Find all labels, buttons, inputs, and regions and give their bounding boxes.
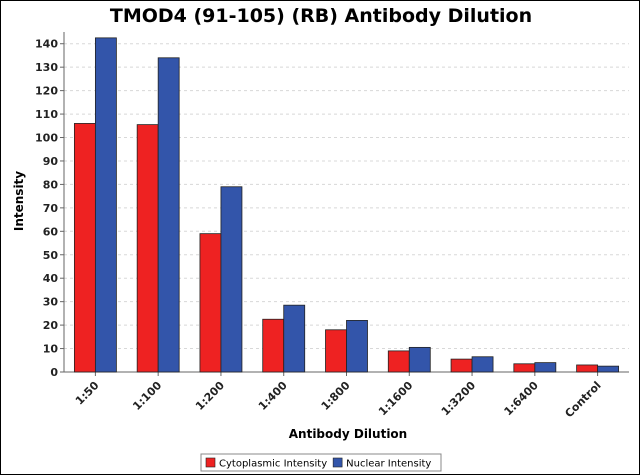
- x-tick-label: 1:100: [130, 379, 164, 413]
- bar-nuclear: [408, 346, 431, 373]
- y-tick-label: 140: [35, 38, 58, 51]
- bar-cytoplasmic: [450, 358, 473, 373]
- bar-cytoplasmic: [387, 350, 410, 373]
- gridlines: [64, 43, 629, 350]
- bar-nuclear: [346, 320, 368, 373]
- y-tick-label: 10: [43, 343, 59, 356]
- y-tick-label: 110: [35, 108, 58, 121]
- bar-cytoplasmic: [136, 124, 159, 373]
- chart-title: TMOD4 (91-105) (RB) Antibody Dilution: [110, 5, 532, 27]
- legend-label: Nuclear Intensity: [346, 459, 431, 470]
- y-tick-label: 40: [43, 272, 59, 285]
- x-axis-title: Antibody Dilution: [289, 427, 407, 441]
- bars: [73, 37, 620, 373]
- bar-nuclear: [220, 186, 243, 373]
- x-axis: 1:50 1:100 1:200 1:400 1:800 1:1600 1:3200 1:64…: [64, 371, 629, 420]
- x-tick-label: 1:3200: [439, 379, 479, 419]
- y-tick-label: 50: [43, 249, 59, 262]
- legend-swatch: [205, 457, 216, 468]
- bar-cytoplasmic: [513, 363, 536, 373]
- x-tick-label: 1:6400: [502, 379, 542, 419]
- bar-nuclear: [283, 304, 306, 373]
- bar-cytoplasmic: [576, 364, 599, 373]
- legend-box: [200, 453, 442, 472]
- bar-cytoplasmic: [262, 318, 285, 373]
- legend: Cytoplasmic Intensity Nuclear Intensity: [200, 453, 442, 472]
- bar-cytoplasmic: [199, 233, 222, 373]
- bar-nuclear: [94, 37, 117, 373]
- bar-nuclear: [534, 362, 557, 373]
- y-tick-label: 90: [43, 155, 59, 168]
- y-tick-label: 130: [35, 61, 58, 74]
- x-tick-label: 1:50: [73, 379, 102, 408]
- legend-label: Cytoplasmic Intensity: [219, 459, 327, 470]
- y-tick-label: 60: [43, 225, 59, 238]
- y-tick-label: 80: [43, 178, 59, 191]
- x-tick-label: 1:1600: [376, 379, 416, 419]
- x-tick-label: 1:800: [319, 379, 353, 413]
- y-tick-label: 20: [43, 319, 59, 332]
- bar-cytoplasmic: [325, 329, 347, 373]
- bar-nuclear: [471, 356, 494, 373]
- y-tick-label: 70: [43, 202, 59, 215]
- bar-nuclear: [157, 57, 180, 373]
- y-tick-label: 120: [35, 85, 58, 98]
- y-axis-title: Intensity: [12, 171, 26, 231]
- x-tick-label: Control: [562, 379, 603, 420]
- bar-cytoplasmic: [73, 123, 96, 373]
- legend-swatch: [332, 457, 343, 468]
- y-tick-label: 0: [50, 366, 58, 379]
- y-axis: 0 10 20 30 40 50 60 70 80 90 100 110 120 130 140: [35, 32, 65, 379]
- y-tick-label: 100: [35, 132, 58, 145]
- bar-nuclear: [597, 365, 620, 373]
- y-tick-label: 30: [43, 296, 59, 309]
- x-tick-label: 1:400: [256, 379, 290, 413]
- x-tick-label: 1:200: [193, 379, 227, 413]
